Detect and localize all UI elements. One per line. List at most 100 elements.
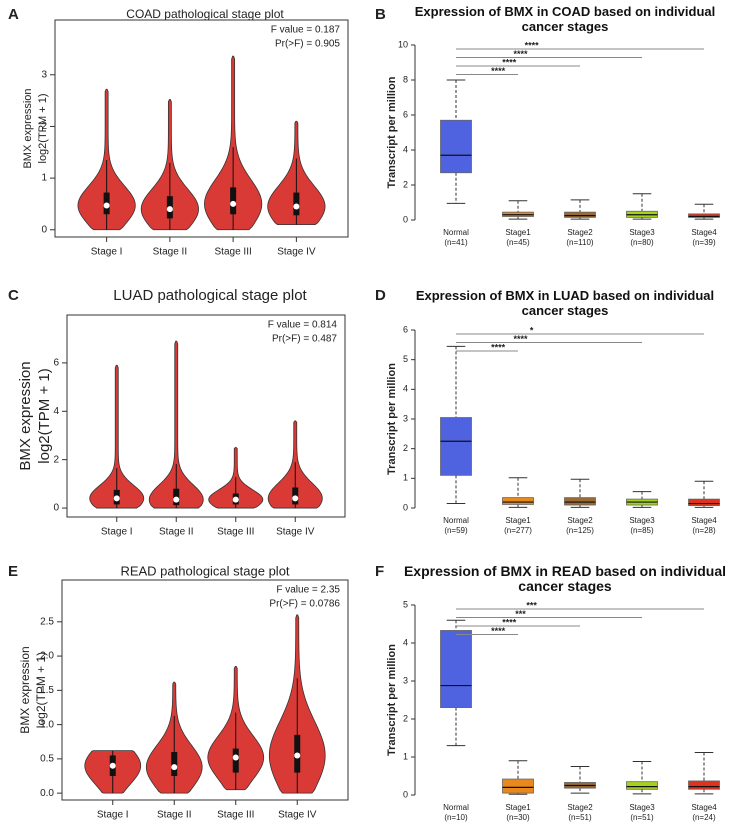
stat-annotation: Pr(>F) = 0.905: [275, 39, 340, 50]
sample-size: (n=41): [444, 238, 468, 247]
panel-label: F: [375, 563, 384, 580]
x-tick-label: Stage III: [217, 527, 254, 538]
panel-label: D: [375, 287, 386, 304]
y-tick-label: 6: [53, 358, 59, 369]
significance-label: ****: [491, 66, 506, 76]
box: [440, 630, 472, 709]
x-tick-label: Stage4: [691, 516, 717, 525]
box: [564, 211, 596, 218]
sample-size: (n=39): [692, 238, 716, 247]
panel-label: A: [8, 6, 19, 23]
significance-label: ***: [515, 609, 526, 619]
y-tick-label: 4: [53, 406, 59, 417]
y-tick-label: 4: [403, 637, 408, 647]
box: [564, 497, 596, 506]
y-tick-label: 1.5: [40, 685, 54, 696]
x-tick-label: Normal: [443, 516, 469, 525]
box: [440, 417, 472, 476]
median-dot: [294, 752, 301, 759]
x-tick-label: Stage II: [157, 810, 191, 821]
box: [502, 497, 534, 505]
y-tick-label: 2: [53, 454, 59, 465]
y-tick-label: 2: [403, 179, 408, 189]
y-tick-label: 0.5: [40, 754, 54, 765]
x-tick-label: Stage3: [629, 228, 655, 237]
y-axis-label: log2(TPM + 1): [36, 368, 53, 463]
y-tick-label: 2: [403, 443, 408, 453]
box: [688, 498, 720, 507]
y-tick-label: 2: [403, 713, 408, 723]
y-tick-label: 5: [403, 354, 408, 364]
y-tick-label: 3: [403, 675, 408, 685]
significance-label: ****: [491, 626, 506, 636]
violin: [89, 364, 145, 509]
x-tick-label: Stage IV: [278, 810, 317, 821]
y-tick-label: 0: [403, 502, 408, 512]
significance-label: ****: [491, 342, 506, 352]
median-dot: [173, 496, 180, 503]
x-tick-label: Normal: [443, 803, 469, 812]
chart-title: COAD pathological stage plot: [126, 7, 284, 21]
violin: [148, 340, 204, 509]
y-tick-label: 4: [403, 144, 408, 154]
x-tick-label: Stage3: [629, 516, 655, 525]
plot-frame: [66, 314, 346, 518]
y-axis-label: log2(TPM + 1): [34, 652, 48, 728]
stat-annotation: F value = 0.187: [271, 25, 341, 36]
significance-label: *: [530, 325, 534, 335]
y-tick-label: 6: [403, 109, 408, 119]
median-dot: [109, 762, 116, 769]
sample-size: (n=24): [692, 813, 716, 822]
significance-label: ****: [502, 57, 517, 67]
violin: [77, 88, 136, 231]
x-tick-label: Normal: [443, 228, 469, 237]
iqr-box: [230, 187, 237, 215]
y-tick-label: 6: [403, 324, 408, 334]
y-tick-label: 0.0: [40, 788, 54, 799]
box: [626, 781, 658, 790]
y-tick-label: 0: [403, 214, 408, 224]
iqr-box: [232, 748, 239, 773]
x-tick-label: Stage III: [217, 810, 254, 821]
sample-size: (n=10): [444, 813, 468, 822]
sample-size: (n=110): [566, 238, 594, 247]
x-tick-label: Stage III: [215, 247, 252, 258]
chart-title: Expression of BMX in LUAD based on indiv…: [415, 288, 715, 318]
iqr-box: [171, 752, 178, 777]
stat-annotation: F value = 2.35: [276, 585, 340, 596]
x-tick-label: Stage I: [97, 810, 129, 821]
panel-label: C: [8, 287, 19, 304]
x-tick-label: Stage3: [629, 803, 655, 812]
significance-label: ***: [526, 600, 537, 610]
x-tick-label: Stage II: [153, 247, 187, 258]
y-tick-label: 4: [403, 384, 408, 394]
box: [688, 780, 720, 790]
x-tick-label: Stage II: [159, 527, 193, 538]
chart-title: Expression of BMX in READ based on indiv…: [403, 563, 727, 594]
x-tick-label: Stage I: [91, 247, 123, 258]
y-axis-label: BMX expression: [22, 88, 34, 168]
y-axis-label: Transcript per million: [386, 76, 398, 188]
median-dot: [166, 206, 173, 213]
chart-title: Expression of BMX in COAD based on indiv…: [414, 4, 716, 34]
stat-annotation: F value = 0.814: [268, 320, 338, 331]
median-dot: [230, 200, 237, 207]
violin: [204, 55, 263, 231]
significance-label: ****: [513, 334, 528, 344]
box: [502, 778, 534, 794]
box: [440, 119, 472, 174]
x-tick-label: Stage IV: [276, 527, 315, 538]
stat-annotation: Pr(>F) = 0.0786: [269, 599, 340, 610]
y-axis-label: log2(TPM + 1): [37, 94, 49, 164]
median-dot: [293, 203, 300, 210]
panel-label: E: [8, 563, 18, 580]
y-axis-label: BMX expression: [17, 361, 34, 470]
sample-size: (n=80): [630, 238, 654, 247]
sample-size: (n=85): [630, 526, 654, 535]
chart-title: LUAD pathological stage plot: [113, 287, 307, 304]
panel-label: B: [375, 6, 386, 23]
box: [688, 213, 720, 218]
y-tick-label: 0: [53, 503, 59, 514]
